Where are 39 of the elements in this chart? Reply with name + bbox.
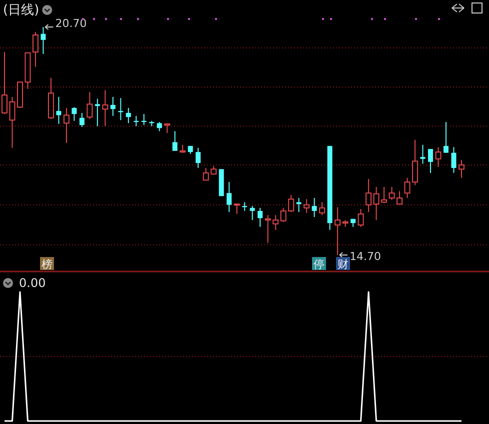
candlestick: [444, 122, 449, 154]
candlestick: [126, 107, 131, 124]
candlestick: [258, 207, 263, 228]
text: 0.00: [19, 276, 46, 290]
candlestick: [226, 182, 232, 213]
candlestick: [72, 106, 77, 122]
candlestick: [79, 112, 84, 128]
candlestick: [102, 90, 108, 127]
text: 榜: [42, 258, 52, 271]
candlestick: [304, 198, 310, 214]
candlestick: [94, 98, 100, 127]
candlestick: [420, 144, 426, 164]
candlestick: [451, 146, 456, 174]
candlestick: [110, 96, 116, 116]
candlestick: [172, 130, 178, 152]
candlestick: [296, 198, 302, 213]
annotation: 14.70: [350, 250, 382, 263]
text: 财: [338, 258, 348, 271]
candlestick: [164, 123, 170, 134]
candlestick: [40, 26, 46, 54]
candlestick: [358, 208, 364, 228]
annotation: 20.70: [55, 17, 87, 30]
candlestick: [334, 206, 341, 256]
candlestick: [156, 122, 162, 132]
chart-title: (日线): [3, 3, 40, 18]
candlestick: [366, 178, 372, 213]
text: 停: [314, 258, 324, 271]
candlestick: [319, 202, 326, 216]
candlestick: [63, 107, 70, 144]
candlestick: [234, 204, 240, 214]
candlestick: [312, 198, 317, 218]
candlestick: [86, 91, 93, 120]
candlestick: [32, 31, 38, 68]
candlestick: [250, 205, 255, 221]
candlestick: [196, 147, 201, 168]
candlestick: [56, 96, 62, 124]
candlestick: [458, 160, 464, 178]
candlestick: [435, 146, 442, 168]
candlestick: [428, 148, 434, 174]
